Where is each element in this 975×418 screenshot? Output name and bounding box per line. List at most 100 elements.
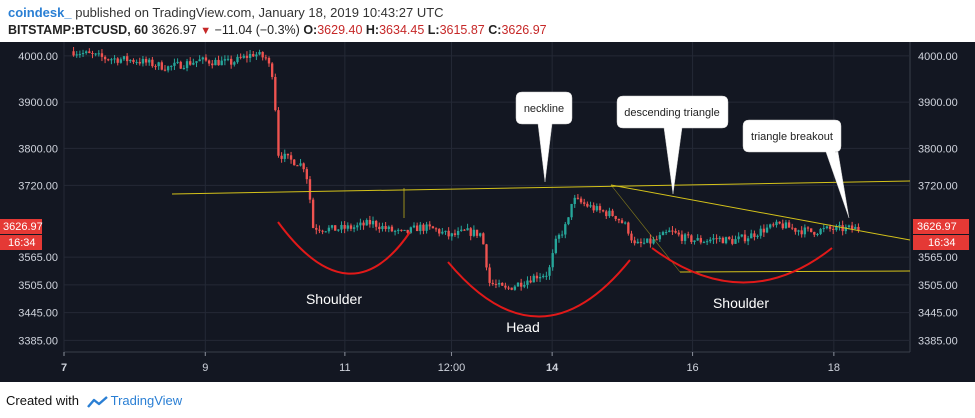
candle-body: [387, 226, 390, 230]
y-tick-right: 4000.00: [918, 51, 958, 63]
left-shoulder-arc[interactable]: [277, 221, 411, 275]
candle-body: [352, 227, 356, 229]
candle-body: [192, 62, 195, 65]
candle-body: [551, 253, 554, 268]
triangle-upper-line[interactable]: [610, 184, 911, 241]
candle-body: [709, 239, 712, 242]
candle-body: [198, 59, 201, 62]
candle-body: [791, 227, 794, 229]
candle-body: [365, 219, 368, 226]
candle-body: [154, 66, 157, 68]
candle-body: [132, 59, 135, 63]
candle-body: [712, 238, 715, 240]
candle-body: [649, 238, 652, 244]
candle-body: [488, 267, 491, 283]
candle-body: [844, 227, 847, 232]
ohlc-line: BITSTAMP:BTCUSD, 60 3626.97 ▼ −11.04 (−0…: [8, 23, 547, 37]
candle-body: [201, 57, 204, 60]
candle-body: [236, 56, 239, 63]
high-value: 3634.45: [379, 23, 425, 37]
candle-body: [258, 51, 261, 55]
y-tick-left: 3445.00: [18, 308, 58, 320]
candle-body: [636, 241, 639, 244]
candle-body: [832, 228, 835, 230]
price-chart[interactable]: 4000.00 3900.00 3800.00 3720.00 3565.00 3505.…: [0, 42, 975, 382]
candle-body: [211, 63, 214, 66]
candle-body: [734, 239, 737, 244]
candle-body: [768, 224, 772, 228]
neckline-line[interactable]: [171, 180, 911, 195]
candle-body: [460, 229, 463, 231]
candle-body: [501, 282, 504, 286]
x-tick-label: 11: [339, 362, 350, 374]
candle-body: [589, 205, 592, 207]
candle-body: [504, 285, 507, 288]
candle-body: [223, 59, 227, 61]
author-link[interactable]: coindesk_: [8, 5, 72, 20]
candle-body: [567, 217, 570, 225]
candle-body: [318, 229, 321, 231]
candle-body: [847, 225, 851, 228]
candle-body: [523, 284, 526, 287]
candle-body: [611, 210, 614, 217]
candle-body: [529, 280, 532, 283]
triangle-left-line[interactable]: [610, 184, 681, 273]
created-with[interactable]: Created with TradingView: [6, 393, 182, 408]
candle-body: [624, 222, 627, 224]
candle-body: [103, 56, 107, 60]
candle-body: [204, 57, 208, 61]
y-tick-left: 3720.00: [18, 180, 58, 192]
open-value: 3629.40: [317, 23, 363, 37]
candle-body: [554, 238, 558, 254]
head-arc[interactable]: [447, 259, 631, 318]
candle-body: [340, 224, 343, 230]
candle-body: [94, 53, 97, 55]
candle-body: [277, 110, 280, 156]
candle-body: [214, 59, 217, 66]
candle-body: [245, 55, 249, 58]
descending-triangle-callout[interactable]: descending triangle: [616, 95, 729, 195]
time-axis[interactable]: 7 9 11 12:00 14 16 18: [61, 352, 840, 374]
candle-body: [390, 226, 394, 232]
y-tick-left: 3565.00: [18, 252, 58, 264]
chart-header: coindesk_ published on TradingView.com, …: [0, 0, 975, 40]
candle-body: [627, 222, 630, 234]
right-shoulder-arc[interactable]: [651, 247, 833, 284]
last-price: 3626.97: [151, 23, 197, 37]
triangle-breakout-callout[interactable]: triangle breakout: [742, 119, 850, 219]
candle-body: [794, 228, 797, 232]
candle-body: [538, 277, 542, 279]
candle-body: [293, 159, 296, 166]
right-price-axis[interactable]: 4000.00 3900.00 3800.00 3720.00 3565.00 3505.…: [918, 51, 958, 348]
candle-body: [646, 238, 649, 243]
left-price-axis[interactable]: 4000.00 3900.00 3800.00 3720.00 3565.00 3505.…: [18, 51, 58, 348]
head-label: Head: [506, 319, 539, 335]
candle-body: [368, 219, 372, 225]
x-tick-label: 9: [202, 362, 208, 374]
candle-body: [728, 237, 731, 240]
symbol-label[interactable]: BITSTAMP:BTCUSD, 60: [8, 23, 149, 37]
candle-body: [453, 233, 457, 235]
created-with-text: Created with: [6, 393, 79, 408]
candle-body: [838, 225, 841, 227]
candle-body: [299, 163, 302, 166]
candle-body: [472, 229, 476, 236]
candle-body: [516, 282, 520, 287]
candle-body: [230, 58, 233, 65]
close-value: 3626.97: [501, 23, 547, 37]
chart-area[interactable]: 4000.00 3900.00 3800.00 3720.00 3565.00 3505.…: [0, 42, 975, 382]
candle-body: [270, 63, 274, 77]
candle-body: [545, 275, 548, 277]
candle-body: [141, 58, 145, 64]
candle-body: [583, 202, 586, 204]
chart-footer: Created with TradingView: [0, 388, 975, 418]
candle-body: [570, 203, 573, 218]
candle-body: [532, 275, 535, 283]
candle-body: [220, 60, 223, 66]
candle-body: [715, 238, 718, 240]
candle-body: [548, 267, 551, 276]
candle-body: [330, 225, 334, 228]
neckline-callout[interactable]: neckline: [515, 91, 573, 183]
y-tick-right: 3720.00: [918, 180, 958, 192]
candle-body: [519, 282, 523, 287]
